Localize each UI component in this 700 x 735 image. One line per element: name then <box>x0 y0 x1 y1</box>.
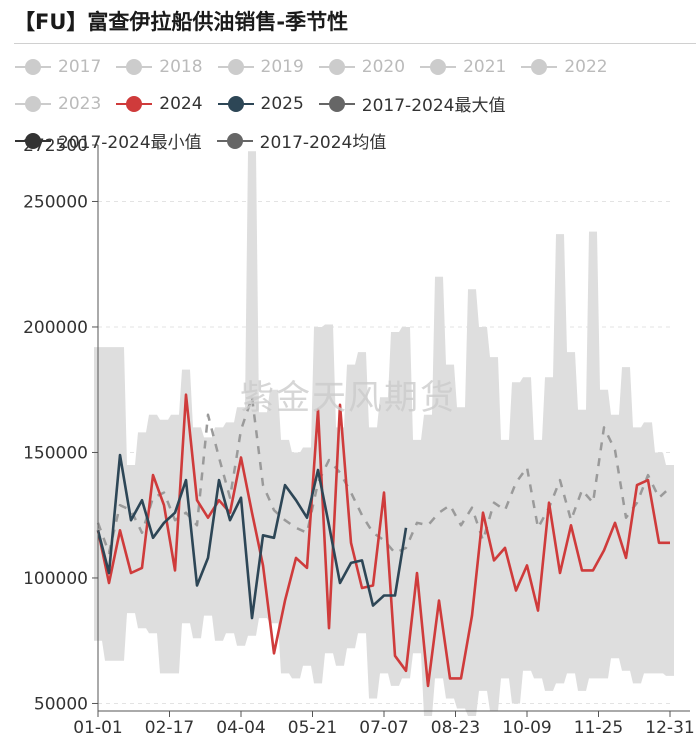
chart-legend[interactable]: 2017 2018 2019 2020 2021 2022 2023 2024 2025 2017… <box>14 48 700 159</box>
y-tick-label: 150000 <box>23 443 88 463</box>
legend-swatch-icon <box>318 58 355 75</box>
x-tick-label: 11-25 <box>574 718 623 735</box>
legend-item[interactable]: 2021 <box>419 57 506 77</box>
legend-label: 2017-2024均值 <box>259 133 387 153</box>
min-max-band-area <box>94 151 674 717</box>
legend-swatch-icon <box>15 95 51 112</box>
legend-label: 2022 <box>564 56 608 77</box>
min-max-band <box>94 151 674 717</box>
legend-swatch-icon <box>217 58 254 75</box>
legend-label: 2023 <box>58 93 102 114</box>
legend-item[interactable]: 2020 <box>318 57 405 77</box>
legend-row: 2017 2018 2019 2020 2021 2022 <box>14 48 700 85</box>
series-lines <box>96 393 671 688</box>
y-tick-label: 100000 <box>23 569 88 589</box>
legend-label: 2021 <box>463 56 507 77</box>
series-line-2025 <box>96 453 408 620</box>
legend-swatch-icon <box>420 58 457 75</box>
legend-label: 2017 <box>58 56 102 77</box>
legend-item[interactable]: 2025 <box>217 94 304 114</box>
legend-item[interactable]: 2017-2024均值 <box>216 128 387 153</box>
series-line-2024 <box>96 393 670 688</box>
legend-swatch-icon <box>318 95 355 112</box>
x-tick-label: 08-23 <box>431 718 480 735</box>
legend-label: 2025 <box>260 93 304 114</box>
y-tick-label: 250000 <box>23 192 88 212</box>
chart-title: 【FU】富查伊拉船供油销售-季节性 <box>14 10 349 34</box>
legend-label: 2018 <box>159 56 203 77</box>
legend-swatch-icon <box>116 58 153 75</box>
x-axis-ticks: 01-01 02-17 04-04 05-21 07-07 08-23 10-09 11-25… <box>73 718 694 735</box>
legend-item[interactable]: 2017 <box>14 57 101 77</box>
legend-item[interactable]: 2017-2024最大值 <box>318 91 506 116</box>
legend-label: 2024 <box>159 93 203 114</box>
legend-item[interactable]: 2023 <box>14 94 101 114</box>
legend-row: 2023 2024 2025 2017-2024最大值 <box>14 85 700 122</box>
legend-swatch-icon <box>521 58 558 75</box>
legend-item[interactable]: 2017-2024最小值 <box>14 128 202 153</box>
chart-axes <box>92 144 690 717</box>
x-tick-label: 05-21 <box>288 718 337 735</box>
legend-swatch-icon <box>217 95 254 112</box>
x-tick-label: 01-01 <box>73 718 122 735</box>
legend-item[interactable]: 2022 <box>520 56 608 77</box>
y-tick-label: 200000 <box>23 318 88 338</box>
legend-label: 2019 <box>260 56 304 77</box>
legend-item[interactable]: 2024 <box>115 93 203 114</box>
x-tick-label: 10-09 <box>502 718 551 735</box>
y-tick-label: 50000 <box>34 694 88 714</box>
title-divider <box>14 43 696 44</box>
legend-item[interactable]: 2019 <box>217 57 304 77</box>
legend-swatch-icon <box>15 132 51 149</box>
watermark: 紫金天风期货 <box>240 378 456 418</box>
legend-label: 2020 <box>361 56 406 77</box>
x-tick-label: 07-07 <box>359 718 408 735</box>
legend-swatch-icon <box>216 132 253 149</box>
x-tick-label: 02-17 <box>145 718 194 735</box>
series-line-2017-2024均值 <box>96 396 671 555</box>
x-tick-label: 12-31 <box>645 718 694 735</box>
legend-label: 2017-2024最小值 <box>58 133 202 153</box>
legend-label: 2017-2024最大值 <box>361 96 506 116</box>
legend-item[interactable]: 2018 <box>115 56 203 77</box>
legend-row: 2017-2024最小值 2017-2024均值 <box>14 122 700 159</box>
legend-swatch-icon <box>15 58 51 75</box>
x-tick-label: 04-04 <box>216 718 265 735</box>
legend-swatch-icon <box>116 95 153 112</box>
